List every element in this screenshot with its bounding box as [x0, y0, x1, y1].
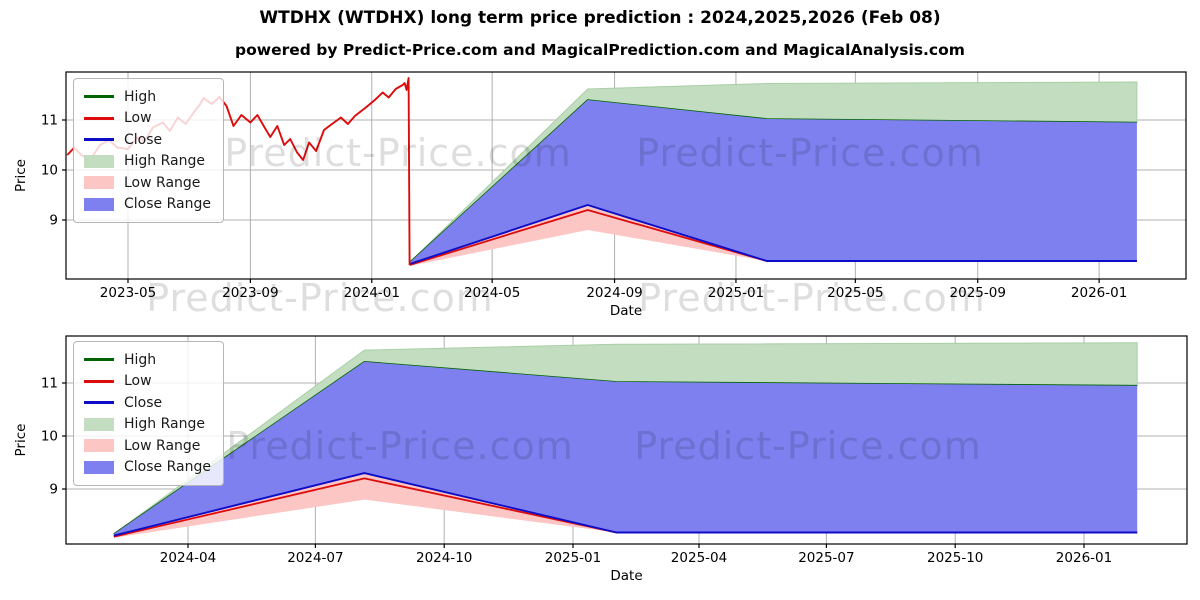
x-axis-label: Date [610, 303, 642, 319]
x-tick-label: 2024-07 [287, 550, 343, 566]
x-tick-label: 2024-10 [416, 550, 472, 566]
x-tick-label: 2025-01 [545, 550, 601, 566]
x-tick-label: 2026-01 [1071, 285, 1127, 301]
x-tick-label: 2025-10 [927, 550, 983, 566]
legend-label: Close Range [124, 196, 211, 213]
y-tick-label: 9 [49, 482, 58, 498]
x-tick-label: 2025-09 [950, 285, 1006, 301]
legend-line-swatch [84, 379, 114, 383]
legend-patch-swatch [84, 417, 114, 431]
plot-border [65, 71, 1187, 280]
y-tick-label: 10 [41, 429, 58, 445]
legend-top-chart: High Low Close High Range Low Range Close Ran… [73, 78, 224, 223]
chart-forecast-only: 2024-04 2024-07 2024-10 2025-01 2025-04 2025-… [13, 335, 1188, 584]
x-tick-label: 2024-01 [344, 285, 400, 301]
plot-border [65, 335, 1188, 545]
x-tick-label: 2023-09 [222, 285, 278, 301]
legend-item-low-range: Low Range [84, 435, 211, 457]
legend-line-swatch [84, 116, 114, 120]
x-axis-label: Date [610, 568, 642, 584]
low-range-band [409, 205, 1137, 266]
legend-item-low: Low [84, 371, 211, 393]
legend-patch-swatch [84, 154, 114, 168]
x-tick-label: 2026-01 [1056, 550, 1112, 566]
close-line [409, 204, 1137, 265]
legend-item-high-range: High Range [84, 151, 211, 173]
legend-label: Low Range [124, 437, 201, 454]
y-axis-label: Price [13, 159, 29, 192]
legend-item-close: Close [84, 392, 211, 414]
close-range-band [409, 100, 1137, 264]
legend-item-close-range: Close Range [84, 457, 211, 479]
x-tick-label: 2025-04 [671, 550, 727, 566]
chart-subtitle: powered by Predict-Price.com and Magical… [235, 41, 965, 59]
legend-item-low: Low [84, 108, 211, 130]
legend-item-high: High [84, 86, 211, 108]
y-tick-label: 11 [41, 376, 58, 392]
legend-item-close: Close [84, 129, 211, 151]
legend-label: Close [124, 394, 163, 411]
legend-label: High Range [124, 416, 205, 433]
legend-label: Low Range [124, 174, 201, 191]
x-tick-label: 2025-07 [798, 550, 854, 566]
legend-item-high: High [84, 349, 211, 371]
close-range-band [113, 361, 1138, 536]
legend-item-close-range: Close Range [84, 194, 211, 216]
legend-patch-swatch [84, 176, 114, 190]
chart-combined-history-and-forecast: 2023-05 2023-09 2024-01 2024-05 2024-09 2025-… [13, 71, 1187, 319]
legend-label: High Range [124, 153, 205, 170]
x-tick-label: 2023-05 [100, 285, 156, 301]
legend-line-swatch [84, 138, 114, 142]
legend-bottom-chart: High Low Close High Range Low Range Close Ran… [73, 341, 224, 486]
legend-label: High [124, 351, 157, 368]
low-range-band [113, 473, 1138, 538]
close-line [113, 472, 1138, 537]
legend-line-swatch [84, 358, 114, 362]
legend-patch-swatch [84, 197, 114, 211]
legend-patch-swatch [84, 439, 114, 453]
y-tick-label: 9 [49, 213, 58, 229]
x-tick-label: 2025-05 [827, 285, 883, 301]
legend-line-swatch [84, 401, 114, 405]
legend-line-swatch [84, 95, 114, 99]
legend-item-high-range: High Range [84, 414, 211, 436]
legend-label: Low [124, 373, 152, 390]
legend-label: Low [124, 110, 152, 127]
y-tick-label: 11 [41, 113, 58, 129]
x-tick-label: 2025-01 [708, 285, 764, 301]
legend-label: Close Range [124, 459, 211, 476]
chart-title: WTDHX (WTDHX) long term price prediction… [259, 8, 941, 28]
x-tick-label: 2024-04 [160, 550, 216, 566]
legend-label: High [124, 88, 157, 105]
y-tick-label: 10 [41, 163, 58, 179]
legend-label: Close [124, 131, 163, 148]
legend-item-low-range: Low Range [84, 172, 211, 194]
x-tick-label: 2024-09 [586, 285, 642, 301]
y-axis-label: Price [13, 424, 29, 457]
legend-patch-swatch [84, 460, 114, 474]
x-tick-label: 2024-05 [464, 285, 520, 301]
